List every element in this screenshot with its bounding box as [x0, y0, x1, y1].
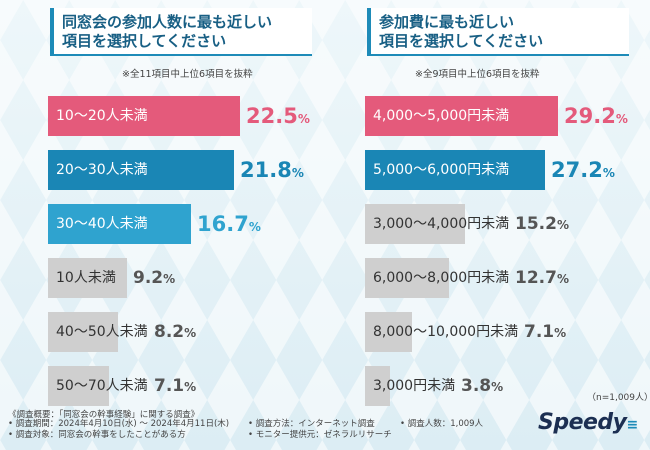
- bar-value-unit-right-0: %: [615, 112, 628, 126]
- bar-row-right-5: 3,000円未満 3.8%: [365, 366, 650, 406]
- bar-value-unit-left-5: %: [184, 380, 197, 394]
- bar-value-left-2: 16.7%: [197, 204, 261, 247]
- bar-right-1: [365, 150, 545, 190]
- bar-left-0: [48, 96, 240, 136]
- bar-left-3: [48, 258, 127, 298]
- bar-value-left-3: 9.2%: [133, 258, 175, 299]
- bar-value-number-left-0: 22.5: [246, 104, 298, 128]
- bar-label-left-0: 10〜20人未満: [56, 108, 148, 124]
- bar-value-unit-left-0: %: [297, 112, 310, 126]
- bar-label-right-2: 3,000〜4,000円未満: [373, 216, 510, 232]
- bar-value-right-4: 7.1%: [524, 312, 566, 353]
- bar-value-unit-left-2: %: [248, 220, 261, 234]
- bar-row-left-3: 10人未満 9.2%: [48, 258, 338, 298]
- chart-right-title-line-2: 項目を選択してください: [379, 32, 544, 50]
- bar-row-right-0: 4,000〜5,000円未満 29.2%: [365, 96, 650, 136]
- bar-value-right-2: 15.2%: [515, 204, 569, 245]
- bar-label-right-5: 3,000円未満: [373, 378, 456, 394]
- bar-value-unit-left-3: %: [163, 272, 176, 286]
- bar-value-number-right-0: 29.2: [564, 104, 616, 128]
- chart-left-title-box: 同窓会の参加人数に最も近しい 項目を選択してください: [50, 8, 312, 56]
- bar-left-2: [48, 204, 191, 244]
- bar-value-right-1: 27.2%: [551, 150, 615, 193]
- bar-label-right-1: 5,000〜6,000円未満: [373, 162, 510, 178]
- bar-value-number-right-4: 7.1: [524, 322, 555, 342]
- bar-label-left-2: 30〜40人未満: [56, 216, 148, 232]
- survey-target: • 調査対象：同窓会の幹事をしたことがある方: [8, 430, 186, 440]
- bar-value-unit-left-4: %: [184, 326, 197, 340]
- bar-label-right-3: 6,000〜8,000円未満: [373, 270, 510, 286]
- bar-row-right-2: 3,000〜4,000円未満 15.2%: [365, 204, 650, 244]
- chart-right-title-box: 参加費に最も近しい 項目を選択してください: [367, 8, 629, 56]
- bar-value-unit-right-3: %: [556, 272, 569, 286]
- chart-right-note: ※全9項目中上位6項目を抜粋: [415, 69, 540, 80]
- bar-row-right-1: 5,000〜6,000円未満 27.2%: [365, 150, 650, 190]
- bar-left-1: [48, 150, 234, 190]
- bar-value-number-left-4: 8.2: [154, 322, 185, 342]
- bar-right-0: [365, 96, 558, 136]
- survey-provider: • モニター提供元：ゼネラルリサーチ: [248, 430, 392, 440]
- bar-value-unit-right-1: %: [602, 166, 615, 180]
- bar-value-number-left-5: 7.1: [154, 376, 185, 396]
- bar-row-left-0: 10〜20人未満 22.5%: [48, 96, 338, 136]
- survey-heading: 《調査概要：「同窓会の幹事経験」に関する調査》: [8, 410, 200, 420]
- bar-row-left-2: 30〜40人未満 16.7%: [48, 204, 338, 244]
- bar-value-number-right-2: 15.2: [515, 214, 557, 234]
- bar-label-left-5: 50〜70人未満: [56, 378, 148, 394]
- bar-value-right-5: 3.8%: [461, 366, 503, 407]
- bar-left-5: [48, 366, 109, 406]
- bar-right-3: [365, 258, 449, 298]
- bar-value-right-0: 29.2%: [564, 96, 628, 139]
- bar-row-left-4: 40〜50人未満 8.2%: [48, 312, 338, 352]
- chart-left-title-line-1: 同窓会の参加人数に最も近しい: [62, 13, 273, 31]
- bar-value-number-right-3: 12.7: [515, 268, 557, 288]
- bar-value-number-left-3: 9.2: [133, 268, 164, 288]
- chart-left-note: ※全11項目中上位6項目を抜粋: [122, 69, 253, 80]
- sample-size-label: （n=1,009人）: [587, 393, 650, 403]
- bar-value-unit-right-4: %: [554, 326, 567, 340]
- bar-value-left-4: 8.2%: [154, 312, 196, 353]
- bar-label-left-1: 20〜30人未満: [56, 162, 148, 178]
- bar-right-4: [365, 312, 412, 352]
- bar-label-left-4: 40〜50人未満: [56, 324, 148, 340]
- bar-value-number-left-1: 21.8: [240, 158, 292, 182]
- bar-value-unit-right-5: %: [491, 380, 504, 394]
- bar-value-left-5: 7.1%: [154, 366, 196, 407]
- bar-value-unit-right-2: %: [556, 218, 569, 232]
- bar-value-right-3: 12.7%: [515, 258, 569, 299]
- bar-value-number-right-5: 3.8: [461, 376, 492, 396]
- survey-count: • 調査人数：1,009人: [400, 419, 484, 429]
- bar-value-left-0: 22.5%: [246, 96, 310, 139]
- bar-label-right-4: 8,000〜10,000円未満: [373, 324, 519, 340]
- bar-right-2: [365, 204, 465, 244]
- speedy-logo-text: Speedy: [538, 410, 627, 435]
- bar-label-left-3: 10人未満: [56, 270, 116, 286]
- bar-row-left-5: 50〜70人未満 7.1%: [48, 366, 338, 406]
- bar-value-unit-left-1: %: [291, 166, 304, 180]
- speedy-logo-icon: ≡: [626, 417, 639, 433]
- chart-left-title-line-2: 項目を選択してください: [62, 32, 227, 50]
- bar-right-5: [365, 366, 390, 406]
- bar-label-right-0: 4,000〜5,000円未満: [373, 108, 510, 124]
- bar-row-right-4: 8,000〜10,000円未満 7.1%: [365, 312, 650, 352]
- bar-left-4: [48, 312, 118, 352]
- survey-period: • 調査期間：2024年4月10日(水) 〜 2024年4月11日(木): [8, 419, 230, 429]
- speedy-logo: Speedy≡: [538, 410, 638, 435]
- chart-right-title-line-1: 参加費に最も近しい: [379, 13, 515, 31]
- bar-value-number-right-1: 27.2: [551, 158, 603, 182]
- bar-value-left-1: 21.8%: [240, 150, 304, 193]
- survey-method: • 調査方法：インターネット調査: [248, 419, 375, 429]
- bar-value-number-left-2: 16.7: [197, 212, 249, 236]
- bar-row-left-1: 20〜30人未満 21.8%: [48, 150, 338, 190]
- bar-row-right-3: 6,000〜8,000円未満 12.7%: [365, 258, 650, 298]
